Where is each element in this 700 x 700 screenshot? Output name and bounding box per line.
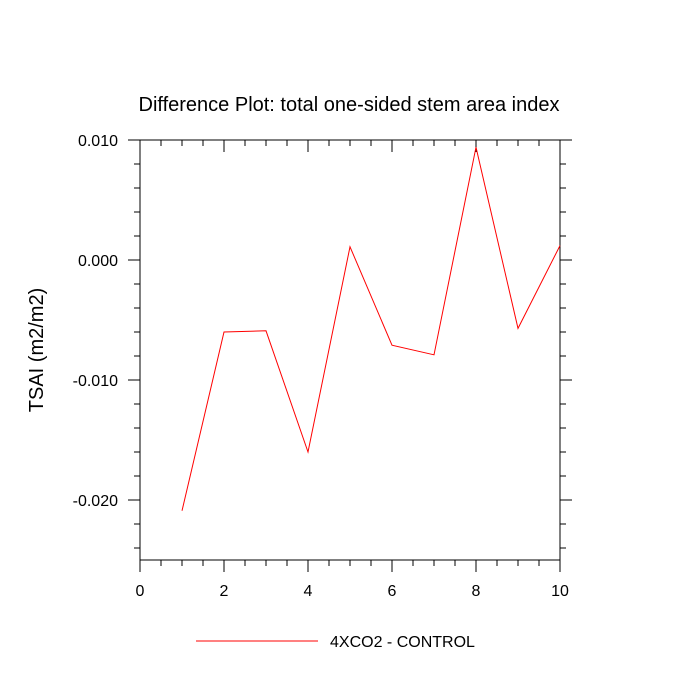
plot-frame [139,139,561,561]
y-tick-label: 0.000 [78,253,118,270]
y-tick-label: -0.010 [73,373,118,390]
y-tick-label: -0.020 [73,493,118,510]
series-line-0 [181,147,561,511]
legend-label: 4XCO2 - CONTROL [330,634,475,651]
axis-tick-labels: 0 2 4 6 8 10 0.010 0.000 -0.010 -0.020 [73,133,569,600]
plot-border [139,139,561,561]
y-axis-label: TSAI (m2/m2) [26,288,48,412]
axis-ticks [128,139,572,572]
x-tick-label: 4 [304,583,313,600]
x-tick-label: 10 [551,583,569,600]
x-tick-label: 2 [220,583,229,600]
legend: 4XCO2 - CONTROL [196,634,475,651]
x-tick-label: 6 [388,583,397,600]
x-tick-label: 0 [136,583,145,600]
series-layer [181,147,561,511]
x-tick-label: 8 [472,583,481,600]
y-tick-label: 0.010 [78,133,118,150]
chart-title: Difference Plot: total one-sided stem ar… [139,94,560,116]
